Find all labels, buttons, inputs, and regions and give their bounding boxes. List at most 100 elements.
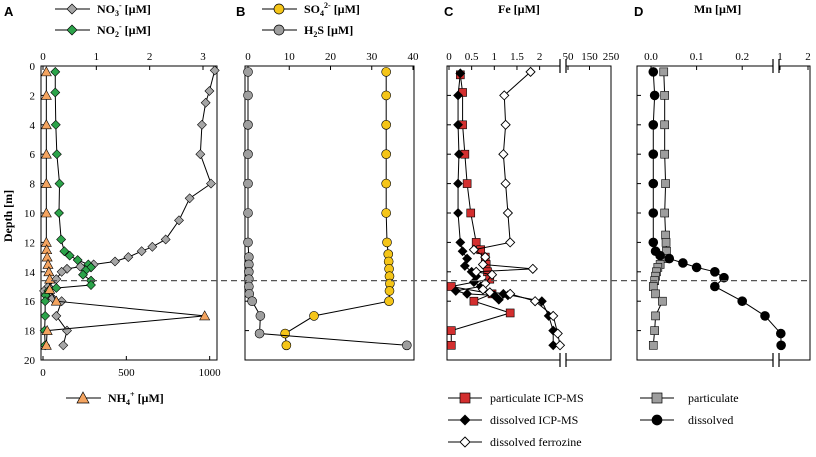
point-c-1-1 (453, 90, 463, 101)
point-a-0-25 (58, 340, 69, 351)
point-a-0-9 (147, 241, 158, 252)
point-c-0-17 (446, 340, 456, 350)
point-c-1-5 (453, 208, 463, 218)
top-tick-label-c-3: 1.5 (510, 51, 524, 63)
legend-marker-fe-dissolved (459, 414, 471, 426)
top-tick-label-d-0: 0.0 (644, 51, 658, 63)
y-tick-label-7: 14 (24, 267, 36, 279)
point-a-0-2 (200, 97, 211, 108)
y-tick-label-0: 0 (30, 61, 36, 73)
point-c-1-2 (453, 119, 463, 130)
point-c-2-10 (527, 263, 538, 274)
top-break-tick-label-c-1: 150 (581, 51, 598, 63)
point-d-1-1 (649, 90, 660, 101)
legend-marker-mn-particulate (651, 392, 663, 404)
top-tick-label-a-2: 2 (147, 51, 153, 63)
point-a-1-8 (64, 250, 75, 261)
point-a-1-4 (54, 178, 65, 189)
panel-letter-c: C (444, 4, 454, 19)
top-tick-label-d-2: 0.2 (735, 51, 749, 63)
panel-letter-d: D (634, 4, 643, 19)
point-b-1-0 (243, 67, 253, 77)
point-c-2-15 (484, 287, 495, 298)
point-b-1-4 (243, 178, 253, 189)
point-c-2-5 (502, 207, 514, 219)
point-c-2-7 (468, 244, 480, 255)
point-a-2-0 (40, 66, 52, 77)
point-d-0-4 (661, 179, 670, 188)
point-c-1-20 (536, 296, 547, 307)
series-line-d-1 (652, 71, 782, 346)
legend-marker-so4 (273, 3, 285, 15)
panel-frame-a (40, 65, 218, 361)
point-d-1-16 (760, 311, 770, 321)
series-line-a-0 (43, 70, 216, 346)
legend-marker-fe-ferrozine (459, 436, 471, 448)
point-c-0-16 (446, 326, 456, 335)
point-a-0-11 (123, 252, 134, 263)
point-c-2-6 (505, 237, 516, 248)
point-a-2-16 (40, 339, 52, 350)
point-c-1-6 (455, 237, 466, 248)
point-b-0-6 (382, 237, 392, 248)
bottom-tick-label-a-0: 0 (40, 367, 46, 379)
y-tick-label-3: 6 (30, 149, 36, 161)
legend-marker-no3 (66, 3, 78, 15)
point-a-1-0 (50, 66, 61, 77)
point-b-0-1 (381, 90, 391, 101)
point-a-1-13 (78, 269, 88, 280)
point-a-2-5 (40, 207, 52, 218)
point-a-0-5 (206, 178, 216, 189)
top-tick-label-a-1: 1 (94, 51, 100, 63)
point-a-1-19 (40, 296, 51, 307)
point-d-0-2 (660, 120, 669, 130)
point-c-2-2 (500, 119, 511, 130)
point-a-0-3 (197, 119, 207, 130)
top-break-tick-label-c-0: 50 (563, 51, 575, 63)
point-a-2-2 (40, 119, 52, 130)
point-b-1-13 (247, 296, 257, 307)
point-c-2-3 (498, 149, 509, 160)
point-a-1-2 (50, 119, 61, 130)
top-tick-label-c-2: 1 (492, 51, 498, 63)
axis-break-gap-d-1 (773, 353, 779, 367)
point-b-1-3 (243, 149, 253, 159)
top-tick-label-d-1: 0.1 (690, 51, 704, 63)
point-c-2-9 (477, 259, 489, 270)
axis-break-gap-c-0 (560, 59, 566, 73)
panel-d-title: Mn [µM] (694, 2, 741, 16)
point-d-0-0 (659, 67, 669, 77)
top-tick-label-a-3: 3 (200, 51, 206, 63)
point-c-0-14 (469, 296, 479, 306)
top-tick-label-b-1: 10 (284, 51, 296, 63)
point-d-1-14 (710, 281, 720, 292)
point-d-1-2 (648, 120, 659, 130)
point-c-2-14 (477, 284, 489, 295)
y-tick-label-5: 10 (24, 208, 36, 220)
bottom-tick-label-a-2: 1000 (199, 367, 222, 379)
legend-d: particulate dissolved (640, 391, 739, 427)
point-a-0-6 (184, 193, 195, 204)
point-c-1-4 (453, 178, 463, 189)
point-b-0-15 (280, 328, 290, 339)
y-tick-label-10: 20 (24, 355, 36, 367)
point-b-1-1 (243, 90, 253, 101)
panel-c-title: Fe [µM] (498, 2, 540, 16)
point-d-1-10 (678, 258, 688, 268)
legend-marker-fe-particulate (459, 392, 471, 404)
top-tick-label-c-0: 0 (446, 51, 452, 63)
point-c-2-12 (486, 269, 498, 280)
point-a-1-20 (40, 310, 51, 321)
point-d-0-19 (650, 326, 659, 335)
point-a-1-6 (56, 234, 67, 245)
axis-break-gap-d-0 (773, 59, 779, 73)
point-d-1-13 (719, 272, 729, 283)
top-break-tick-label-c-2: 250 (603, 51, 620, 63)
point-c-1-8 (462, 253, 473, 264)
point-b-0-12 (384, 286, 395, 296)
point-c-2-4 (500, 178, 511, 189)
top-tick-label-b-0: 0 (245, 51, 251, 63)
point-c-1-23 (548, 340, 559, 351)
point-a-1-5 (54, 208, 64, 218)
